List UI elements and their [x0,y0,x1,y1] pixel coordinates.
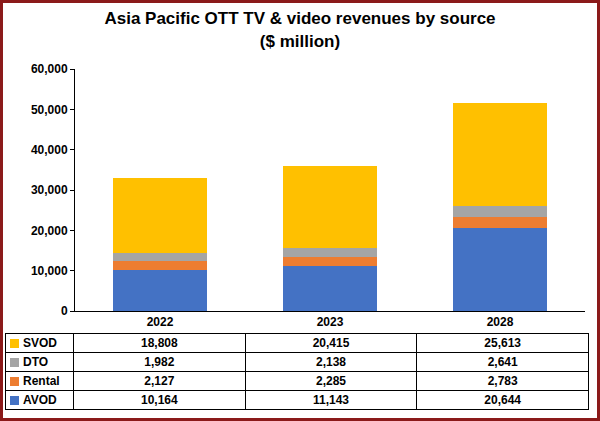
html-text:20,415: 20,415 [312,336,350,350]
html-text:25,613: 25,613 [484,336,521,350]
html-text:DTO: DTO [23,355,49,369]
html-text:2,783: 2,783 [487,374,518,388]
svg-text:40,000: 40,000 [31,143,68,157]
svg-text:Asia Pacific OTT TV & video re: Asia Pacific OTT TV & video revenues by … [104,9,495,50]
html-text:2,127: 2,127 [144,374,175,388]
html-text:18,808: 18,808 [141,336,178,350]
html-text:2,285: 2,285 [316,374,346,388]
svg-text:60,000: 60,000 [31,62,68,76]
svg-text:0: 0 [61,304,68,318]
html-text:Rental: Rental [23,374,60,388]
html-text:2,138: 2,138 [316,355,346,369]
svg-text:20,000: 20,000 [31,224,68,238]
svg-text:2022: 2022 [147,315,174,329]
svg-text:50,000: 50,000 [31,103,68,117]
svg-text:10,000: 10,000 [31,264,68,278]
html-text:2,641: 2,641 [487,355,518,369]
svg-text:2023: 2023 [317,315,344,329]
html-text:20,644: 20,644 [484,393,521,407]
html-text:AVOD: AVOD [23,393,57,407]
html-text:11,143: 11,143 [313,393,349,407]
html-text:10,164: 10,164 [141,393,178,407]
svg-text:30,000: 30,000 [31,183,68,197]
html-text:SVOD: SVOD [23,336,57,350]
html-text:1,982: 1,982 [144,355,175,369]
svg-text:2028: 2028 [487,315,514,329]
